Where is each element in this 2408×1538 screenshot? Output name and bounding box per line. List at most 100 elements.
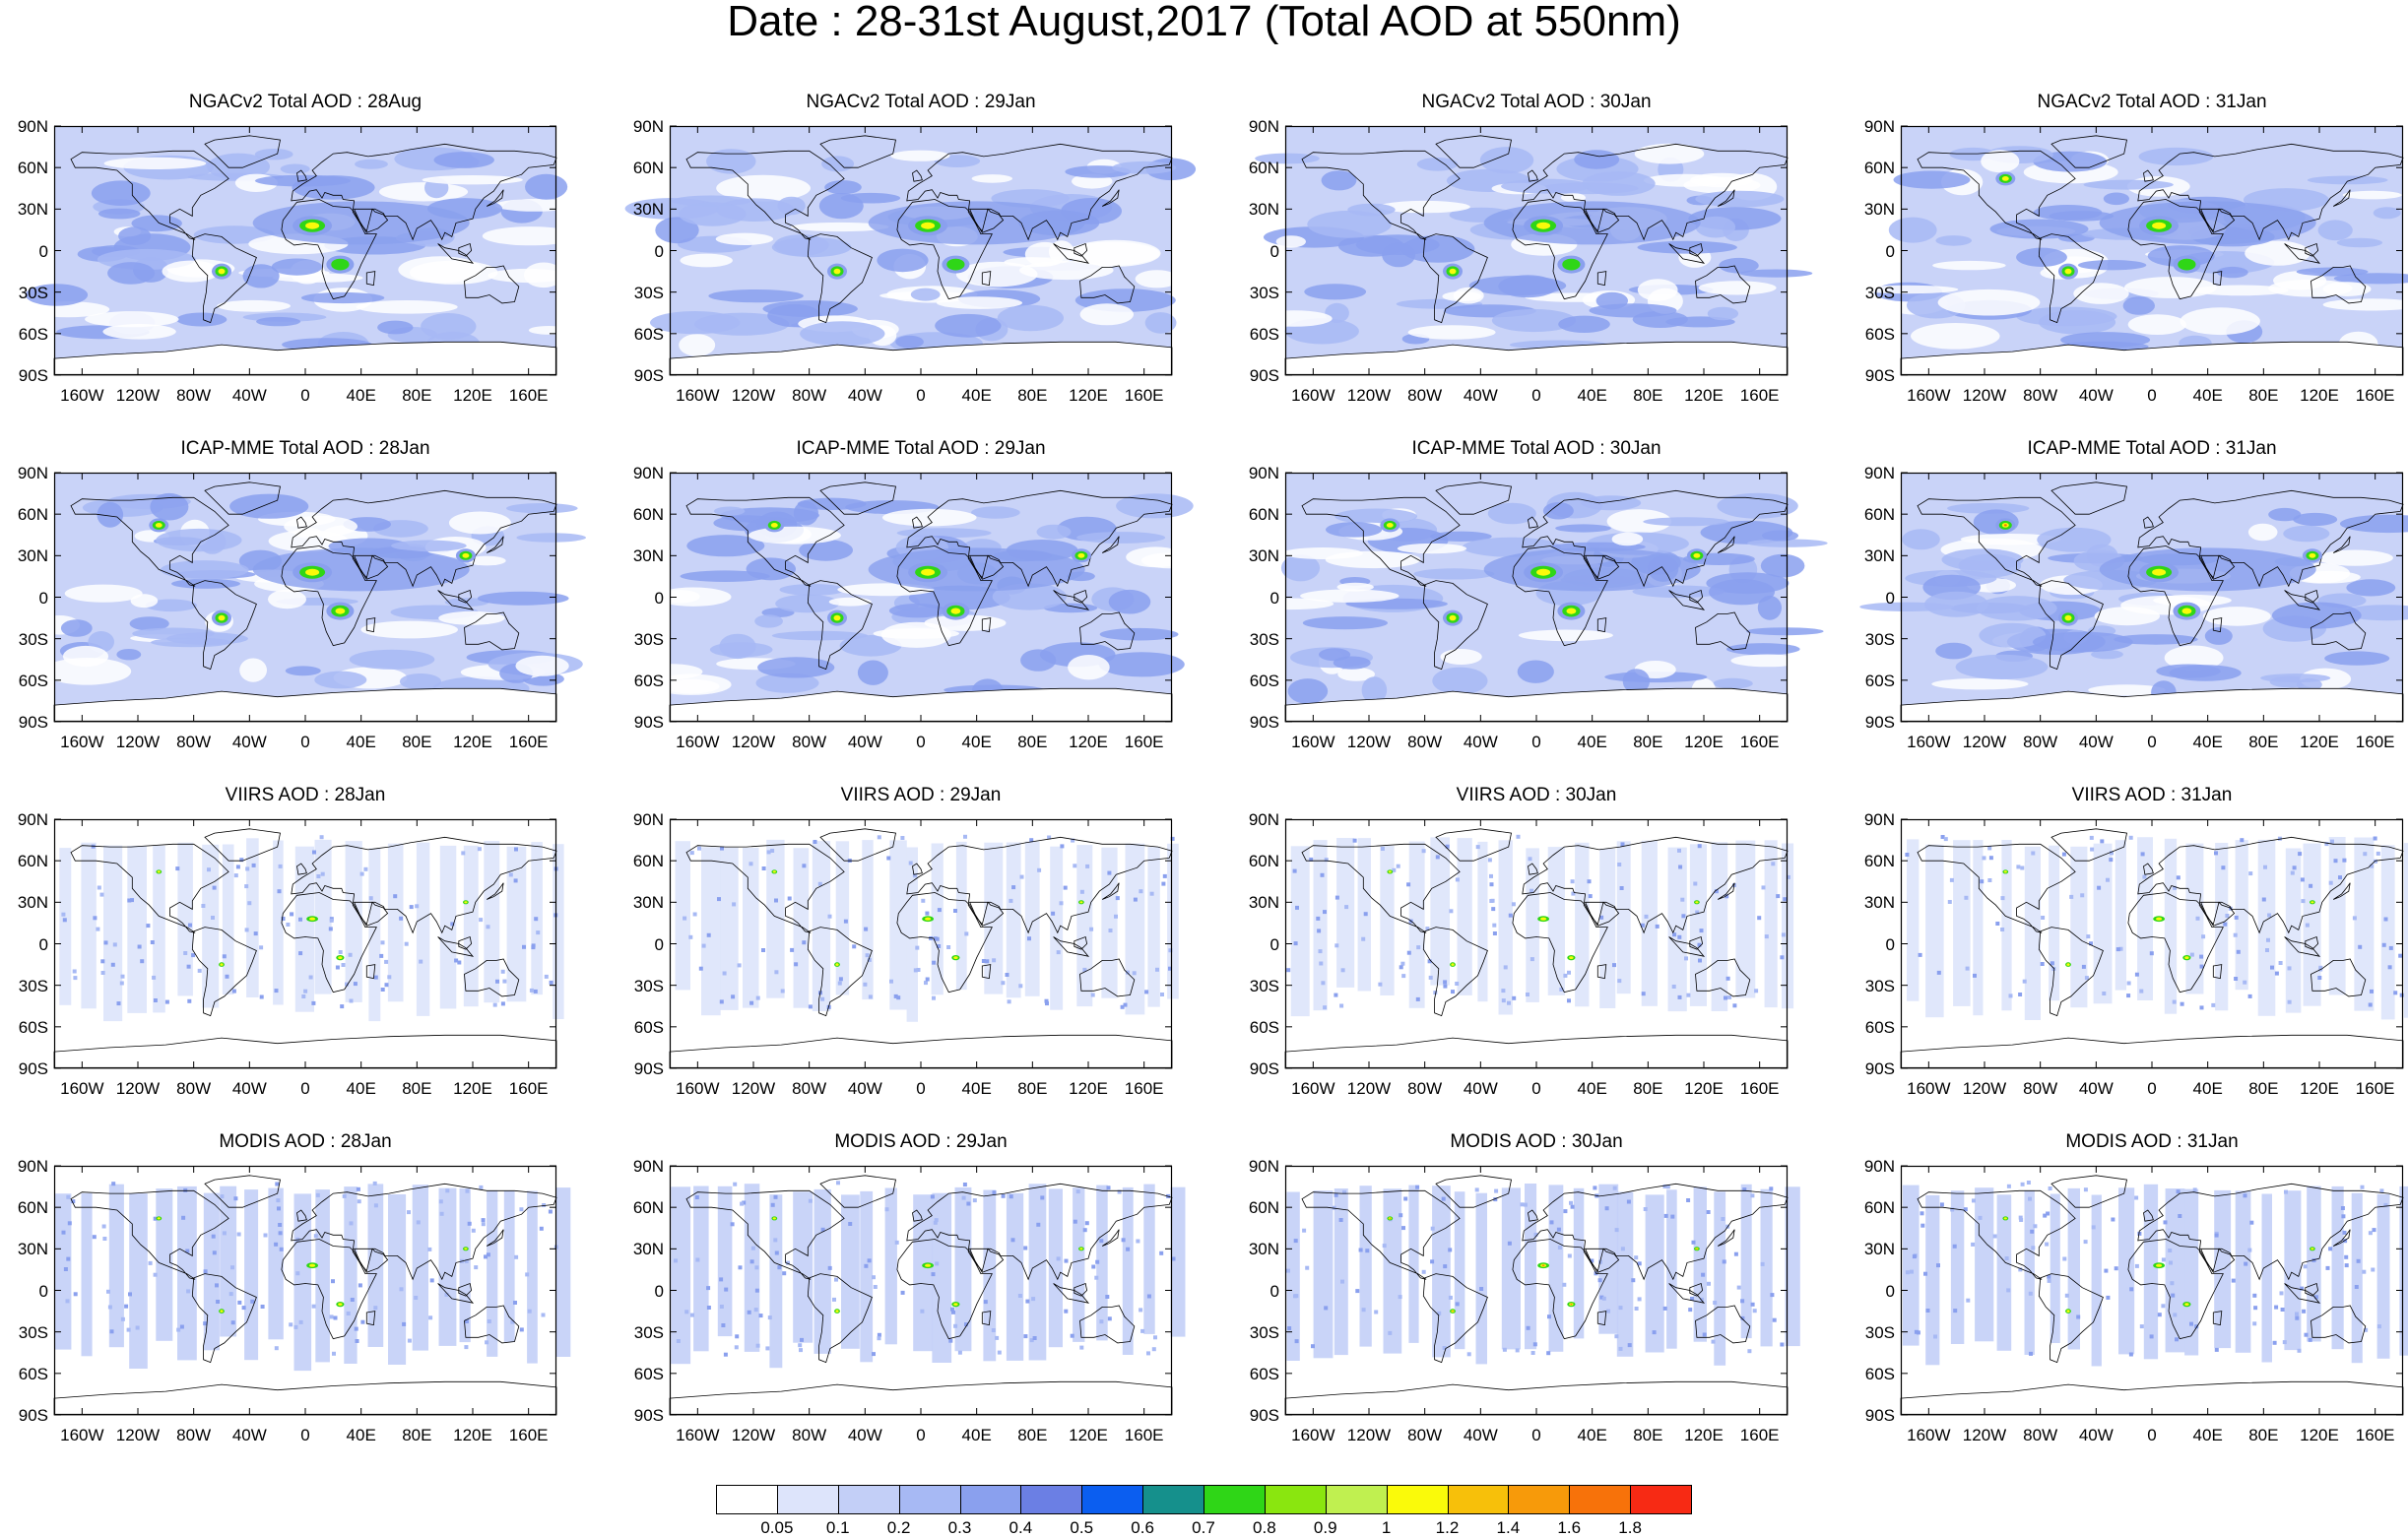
aod-hotspot — [2156, 917, 2163, 921]
lat-label: 60S — [18, 1364, 48, 1383]
coastline — [1512, 545, 1608, 647]
lon-label: 160E — [1739, 386, 1780, 405]
lon-label: 80W — [1407, 1079, 1443, 1098]
coastline — [1101, 1229, 1120, 1247]
aod-hotspot — [1389, 1217, 1391, 1219]
map-panel-viirs-1: VIIRS AOD : 28Jan 90N 60N 30N 0 30S 60S 90S 160W… — [5, 786, 606, 1114]
aod-hotspot — [835, 1310, 839, 1313]
aod-hotspot — [331, 258, 350, 271]
coastline — [2310, 1305, 2367, 1344]
aod-hotspot — [462, 552, 470, 558]
coastline — [1079, 958, 1136, 997]
lon-label: 80W — [2023, 1079, 2058, 1098]
aod-hotspot — [1451, 963, 1455, 966]
coastline — [2199, 208, 2236, 233]
coastline — [365, 271, 376, 287]
lon-label: 160E — [1124, 733, 1164, 751]
lat-label: 90N — [17, 117, 48, 136]
lon-label: 80E — [402, 1426, 432, 1444]
coastline — [281, 892, 377, 993]
coastline — [296, 863, 307, 875]
aod-map — [1284, 818, 1794, 1069]
coastline — [1917, 843, 2076, 933]
lon-label: 160W — [1907, 1079, 1951, 1098]
coastline — [2038, 927, 2104, 1017]
lat-label: 0 — [1269, 588, 1279, 608]
panel-title: MODIS AOD : 29Jan — [834, 1131, 1008, 1152]
coastline — [2127, 892, 2224, 993]
lon-label: 40E — [961, 386, 992, 405]
aod-map — [669, 818, 1179, 1069]
coastline — [2305, 242, 2319, 257]
lat-label: 60N — [17, 159, 48, 178]
panel-title: VIIRS AOD : 30Jan — [1456, 785, 1617, 805]
lat-label: 30S — [633, 629, 664, 649]
colorbar-label: 0.5 — [1070, 1518, 1094, 1537]
lon-label: 40E — [346, 386, 376, 405]
coastline — [1301, 150, 1461, 240]
coastline — [437, 590, 475, 610]
colorbar-swatch — [776, 1485, 839, 1514]
lon-label: 0 — [916, 386, 926, 405]
lon-label: 120E — [2300, 1079, 2339, 1098]
coastline — [365, 617, 376, 633]
lon-label: 80E — [2248, 733, 2279, 751]
lat-label: 60N — [17, 505, 48, 525]
coastline — [2284, 590, 2321, 610]
lat-label: 0 — [1885, 934, 1895, 954]
lat-label: 60S — [633, 324, 664, 344]
lon-label: 80E — [1633, 1079, 1663, 1098]
panel-title: MODIS AOD : 31Jan — [2065, 1131, 2239, 1152]
coastline — [1522, 1183, 1789, 1281]
lat-label: 90S — [1864, 366, 1895, 385]
lat-label: 90S — [1864, 1059, 1895, 1078]
coastline — [464, 1305, 520, 1344]
lat-label: 90N — [632, 810, 664, 829]
colorbar-label: 0.8 — [1253, 1518, 1276, 1537]
lat-label: 30N — [1863, 1240, 1895, 1259]
coastline — [912, 516, 923, 529]
aod-hotspot — [953, 956, 958, 959]
aod-hotspot — [1695, 901, 1699, 904]
coastline — [2050, 1175, 2127, 1208]
coastline — [1079, 265, 1136, 304]
lon-label: 40E — [346, 1426, 376, 1444]
coastline — [2305, 935, 2319, 950]
colorbar-swatch — [1325, 1485, 1388, 1514]
lat-label: 60N — [632, 852, 664, 871]
lon-label: 120E — [453, 1079, 492, 1098]
colorbar-swatch — [837, 1485, 900, 1514]
aod-hotspot — [925, 1263, 932, 1267]
lon-label: 0 — [916, 1079, 926, 1098]
coastline — [1053, 1283, 1090, 1304]
panel-title: NGACv2 Total AOD : 29Jan — [806, 92, 1036, 112]
lon-label: 40E — [961, 1079, 992, 1098]
aod-map — [39, 472, 586, 723]
coastline — [807, 927, 873, 1017]
map-panel-viirs-4: VIIRS AOD : 31Jan 90N 60N 30N 0 30S 60S 90S 160W… — [1852, 786, 2408, 1114]
aod-hotspot — [921, 222, 936, 229]
coastline — [365, 964, 376, 980]
aod-hotspot — [1566, 608, 1577, 614]
aod-hotspot — [1569, 956, 1574, 959]
aod-hotspot — [1536, 568, 1551, 576]
coastline — [896, 199, 993, 300]
coastline — [1668, 936, 1706, 957]
lat-label: 60N — [1248, 852, 1279, 871]
colorbar-swatch — [1569, 1485, 1632, 1514]
lon-label: 120W — [731, 386, 776, 405]
lat-label: 90S — [18, 713, 48, 732]
lon-label: 160E — [508, 1426, 549, 1444]
coastline — [1596, 1311, 1607, 1326]
coastline — [819, 135, 896, 168]
coastline — [458, 242, 473, 257]
panel-title: MODIS AOD : 30Jan — [1450, 1131, 1623, 1152]
coastline — [2199, 901, 2236, 927]
coastline — [486, 536, 504, 553]
lat-label: 60S — [1249, 671, 1279, 690]
figure-title: Date : 28-31st August,2017 (Total AOD at… — [727, 0, 1681, 45]
coastline — [1053, 590, 1090, 610]
lat-label: 30N — [17, 546, 48, 566]
coastline — [1512, 199, 1608, 300]
lon-label: 80E — [1017, 1079, 1048, 1098]
